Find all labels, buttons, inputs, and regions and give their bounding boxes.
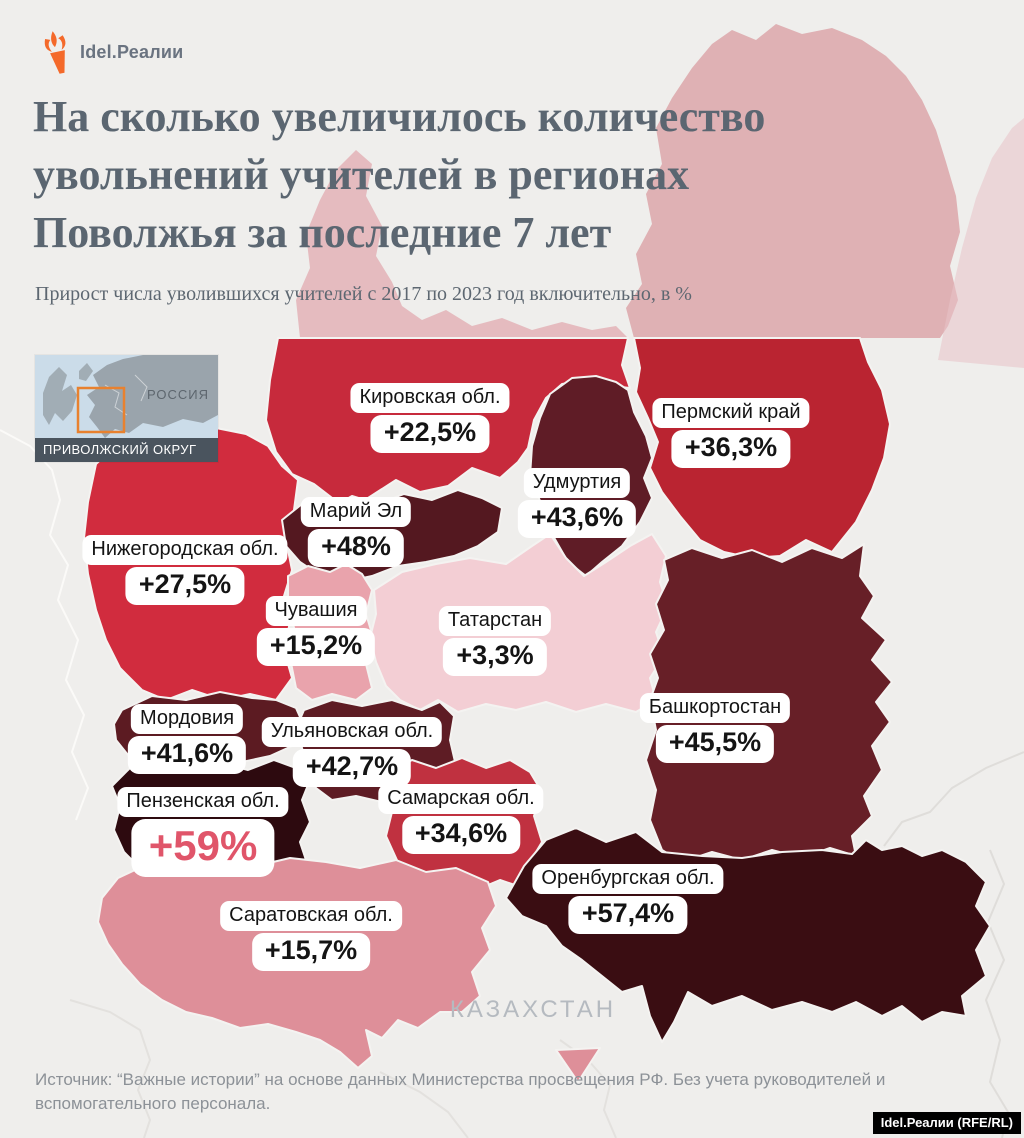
region-name: Саратовская обл. [220, 901, 402, 931]
region-name: Татарстан [438, 606, 552, 636]
region-value: +48% [308, 529, 404, 568]
region-value: +59% [131, 819, 275, 878]
title-line-1: На сколько увеличилось количество [33, 92, 766, 141]
region-label-chuvashia: Чувашия +15,2% [256, 596, 376, 667]
region-value: +27,5% [125, 567, 245, 606]
title-line-2: увольнений учителей в регионах [33, 150, 690, 199]
region-value: +34,6% [401, 816, 521, 855]
region-name: Ульяновская обл. [261, 717, 443, 747]
logo: Idel.Реалии [38, 30, 183, 74]
region-label-saratovskaya: Саратовская обл. +15,7% [220, 901, 402, 972]
region-label-tatarstan: Татарстан +3,3% [438, 606, 552, 677]
source-note: Источник: “Важные истории” на основе дан… [35, 1068, 965, 1116]
region-name: Пензенская обл. [117, 787, 289, 817]
region-value: +22,5% [370, 415, 490, 454]
region-value: +3,3% [443, 638, 547, 677]
region-label-ulyanovskaya: Ульяновская обл. +42,7% [261, 717, 443, 788]
region-label-nizhegorodskaya: Нижегородская обл. +27,5% [82, 535, 288, 606]
region-value: +42,7% [292, 749, 412, 788]
region-value: +45,5% [655, 725, 775, 764]
district-label-bar: ПРИВОЛЖСКИЙ ОКРУГ [35, 438, 218, 462]
russia-locator-inset: РОССИЯ ПРИВОЛЖСКИЙ ОКРУГ [35, 355, 218, 462]
region-name: Самарская обл. [378, 784, 544, 814]
region-name: Пермский край [652, 398, 810, 428]
title-line-3: Поволжья за последние 7 лет [33, 208, 612, 257]
region-value: +43,6% [517, 500, 637, 539]
region-name: Удмуртия [523, 468, 631, 498]
ghost-perm-north [626, 24, 960, 338]
region-label-bashkortostan: Башкортостан +45,5% [639, 693, 791, 764]
source-line-2: вспомогательного персонала. [35, 1094, 271, 1114]
russia-locator-map: РОССИЯ [35, 355, 218, 438]
region-name: Нижегородская обл. [82, 535, 288, 565]
region-name: Марий Эл [300, 497, 412, 527]
region-value: +36,3% [671, 430, 791, 469]
region-label-permsky: Пермский край +36,3% [652, 398, 810, 469]
landmass [43, 355, 218, 438]
region-value: +15,2% [256, 628, 376, 667]
region-label-mariel: Марий Эл +48% [300, 497, 412, 568]
region-label-samarskaya: Самарская обл. +34,6% [378, 784, 544, 855]
logo-text: Idel.Реалии [80, 41, 184, 62]
torch-icon [44, 31, 66, 74]
region-value: +41,6% [127, 736, 247, 775]
source-line-1: Источник: “Важные истории” на основе дан… [35, 1070, 886, 1089]
region-value: +57,4% [568, 896, 688, 935]
region-label-penzenskaya: Пензенская обл. +59% [117, 787, 289, 878]
region-label-mordovia: Мордовия +41,6% [127, 704, 247, 775]
ghost-northeast-wash [938, 118, 1024, 368]
credit-badge: Idel.Реалии (RFE/RL) [872, 1112, 1021, 1134]
region-name: Кировская обл. [350, 383, 510, 413]
region-name: Башкортостан [639, 693, 791, 723]
region-name: Мордовия [130, 704, 244, 734]
kazakhstan-label: КАЗАХСТАН [449, 996, 617, 1023]
district-highlight-box [76, 386, 126, 434]
region-name: Чувашия [265, 596, 367, 626]
ghost-kirov-north [296, 150, 628, 338]
page-subtitle: Прирост числа уволившихся учителей с 201… [35, 283, 692, 305]
region-name: Оренбургская обл. [532, 864, 724, 894]
region-value: +15,7% [251, 933, 371, 972]
page-title: На сколько увеличилось количество увольн… [33, 88, 765, 262]
russia-label: РОССИЯ [147, 387, 209, 402]
region-shape-saratov-tail [555, 1047, 601, 1083]
region-label-udmurtia: Удмуртия +43,6% [517, 468, 637, 539]
region-label-orenburgskaya: Оренбургская обл. +57,4% [532, 864, 724, 935]
region-label-kirovskaya: Кировская обл. +22,5% [350, 383, 510, 454]
